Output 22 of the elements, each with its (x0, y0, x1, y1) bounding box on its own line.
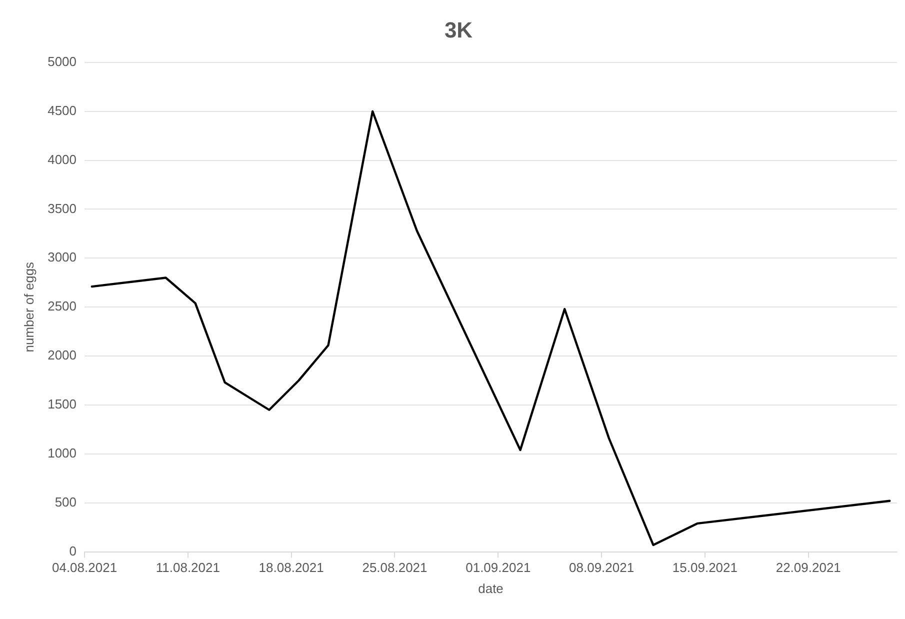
x-axis-title: date (478, 580, 504, 596)
y-tick-label: 1500 (48, 396, 77, 412)
x-tick-label: 01.09.2021 (466, 560, 531, 576)
y-tick-label: 0 (69, 543, 77, 558)
x-tick-label: 18.08.2021 (258, 560, 324, 576)
x-tick-label: 22.09.2021 (776, 560, 841, 576)
y-tick-label: 5000 (48, 54, 77, 69)
x-tick-label: 11.08.2021 (156, 560, 220, 576)
y-tick-label: 3500 (48, 200, 77, 216)
y-tick-label: 500 (54, 494, 77, 510)
x-tick-label: 08.09.2021 (569, 560, 634, 576)
y-tick-label: 4500 (48, 102, 77, 118)
x-tick-label: 15.09.2021 (672, 560, 738, 576)
x-tick-label: 25.08.2021 (362, 560, 428, 576)
chart-title: 3K (444, 17, 473, 42)
y-tick-label: 3000 (48, 250, 77, 265)
y-tick-label: 1000 (48, 446, 77, 460)
y-tick-label: 2000 (48, 348, 77, 363)
x-tick-label: 04.08.2021 (52, 560, 118, 576)
y-tick-label: 2500 (48, 298, 77, 314)
y-tick-label: 4000 (48, 152, 77, 167)
y-axis-title: number of eggs (21, 261, 36, 352)
